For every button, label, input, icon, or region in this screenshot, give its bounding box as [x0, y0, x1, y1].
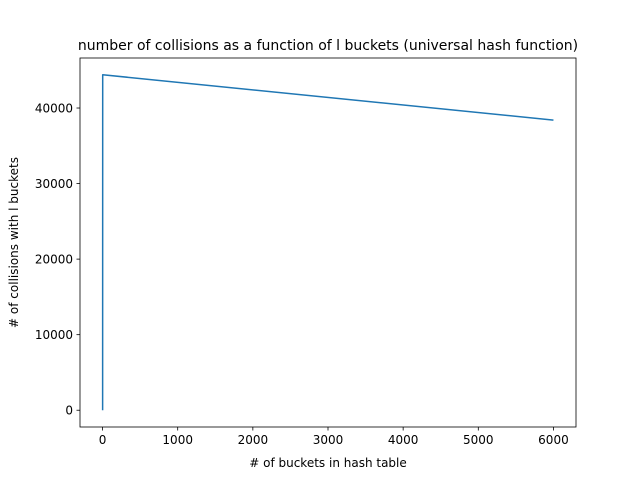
y-axis: 0 10000 20000 30000 40000 [35, 102, 80, 418]
x-tick-label: 5000 [463, 433, 494, 447]
series-layer [101, 74, 554, 411]
y-tick-label: 0 [65, 404, 73, 418]
x-tick-label: 1000 [162, 433, 193, 447]
y-tick-label: 40000 [35, 102, 73, 116]
y-tick-label: 10000 [35, 328, 73, 342]
x-tick-label: 0 [99, 433, 107, 447]
x-axis-label: # of buckets in hash table [249, 456, 407, 470]
y-tick-label: 30000 [35, 177, 73, 191]
x-tick-label: 3000 [313, 433, 344, 447]
y-axis-label: # of collisions with l buckets [7, 157, 21, 328]
axes-frame [79, 57, 577, 428]
x-tick-label: 6000 [538, 433, 569, 447]
y-tick-label: 20000 [35, 253, 73, 267]
chart-title: number of collisions as a function of l … [78, 38, 578, 54]
x-tick-label: 4000 [388, 433, 419, 447]
x-axis: 0 1000 2000 3000 4000 5000 6000 [99, 427, 569, 447]
series-line-0 [101, 74, 554, 411]
x-tick-label: 2000 [238, 433, 269, 447]
